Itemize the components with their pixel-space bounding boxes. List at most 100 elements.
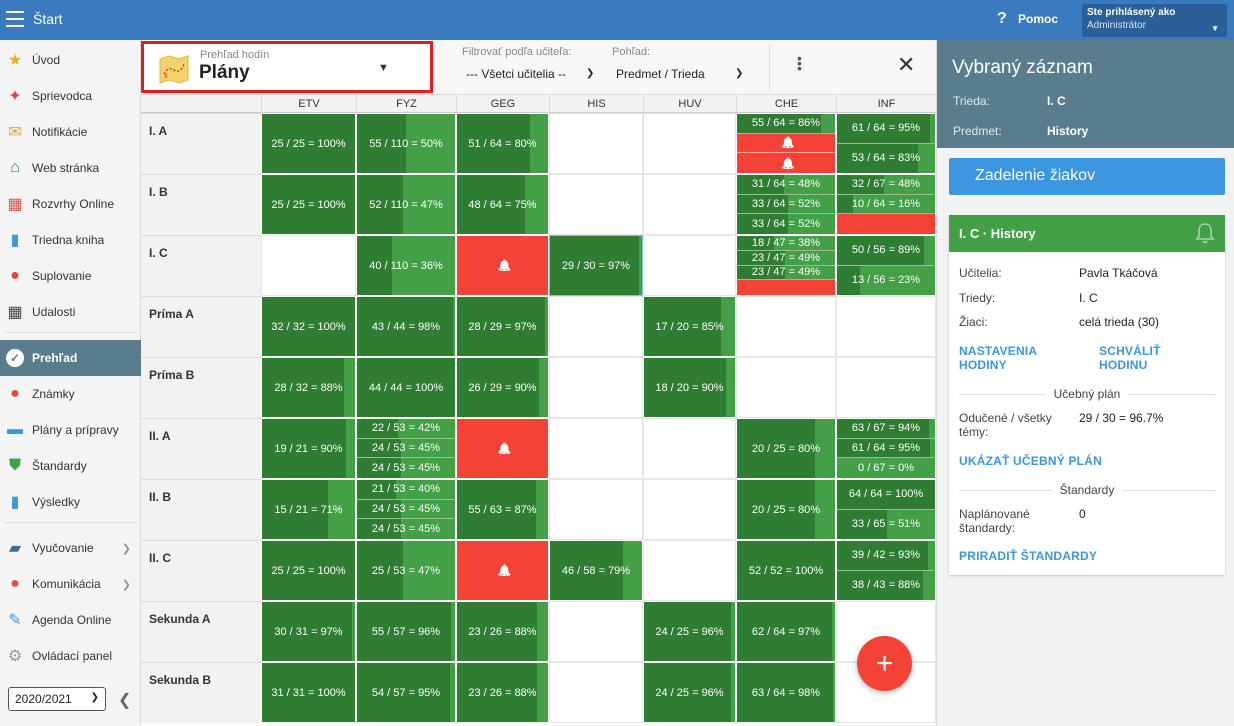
show-plan-link[interactable]: UKÁZAŤ UČEBNÝ PLÁN — [959, 454, 1102, 468]
plan-cell[interactable]: 22 / 53 = 42% 24 / 53 = 45% 24 / 53 = 45% — [356, 418, 456, 479]
plan-bar[interactable]: 33 / 65 = 51% — [837, 509, 935, 539]
plan-cell[interactable]: 32 / 32 = 100% — [261, 296, 356, 357]
plan-cell[interactable]: 55 / 57 = 96% — [356, 601, 456, 662]
plan-bar[interactable]: 31 / 64 = 48% — [737, 175, 835, 195]
app-title[interactable]: Štart — [33, 11, 63, 27]
row-header[interactable]: I. A — [141, 113, 261, 174]
plan-cell[interactable] — [549, 113, 643, 174]
plan-cell[interactable]: 18 / 47 = 38% 23 / 47 = 49% 23 / 47 = 49% — [736, 235, 836, 296]
plan-bar[interactable]: 48 / 64 = 75% — [457, 175, 548, 234]
plan-bar[interactable]: 55 / 64 = 86% — [737, 114, 835, 134]
row-header[interactable]: I. B — [141, 174, 261, 235]
plan-cell[interactable]: 50 / 56 = 89% 13 / 56 = 23% — [836, 235, 936, 296]
plan-cell[interactable]: 🔔 — [456, 418, 549, 479]
plan-bar[interactable]: 25 / 25 = 100% — [262, 114, 355, 173]
plan-bar[interactable]: 43 / 44 = 98% — [357, 297, 455, 356]
row-header[interactable]: II. A — [141, 418, 261, 479]
plan-bar[interactable]: 32 / 67 = 48% — [837, 175, 935, 195]
plan-cell[interactable]: 55 / 63 = 87% — [456, 479, 549, 540]
column-header-huv[interactable]: HUV — [643, 95, 736, 113]
assign-standards-link[interactable]: PRIRADIŤ ŠTANDARDY — [959, 549, 1098, 563]
plan-cell[interactable]: 30 / 31 = 97% — [261, 601, 356, 662]
plan-bar[interactable]: 23 / 26 = 88% — [457, 602, 548, 661]
sidebar-item-sprievodca[interactable]: ✦ Sprievodca — [0, 78, 141, 114]
plan-bar[interactable]: 19 / 21 = 90% — [262, 419, 355, 478]
plan-bar[interactable]: 51 / 64 = 80% — [457, 114, 548, 173]
assign-students-button[interactable]: Zadelenie žiakov — [949, 158, 1225, 195]
sidebar-item-úvod[interactable]: ★ Úvod — [0, 42, 141, 78]
plan-cell[interactable] — [549, 418, 643, 479]
plan-cell[interactable]: 63 / 67 = 94% 61 / 64 = 95% 0 / 67 = 0% — [836, 418, 936, 479]
plan-cell[interactable]: 24 / 25 = 96% — [643, 601, 736, 662]
column-header-his[interactable]: HIS — [549, 95, 643, 113]
column-header-etv[interactable]: ETV — [261, 95, 356, 113]
plan-bar-empty[interactable]: 🔔 — [737, 153, 835, 173]
plan-bar[interactable]: 33 / 64 = 52% — [737, 214, 835, 234]
plan-bar[interactable]: 28 / 29 = 97% — [457, 297, 548, 356]
plan-bar[interactable]: 50 / 56 = 89% — [837, 236, 935, 266]
plan-cell[interactable]: 32 / 67 = 48% 10 / 64 = 16% — [836, 174, 936, 235]
plan-bar[interactable]: 26 / 29 = 90% — [457, 358, 548, 417]
column-header-inf[interactable]: INF — [836, 95, 936, 113]
plan-bar[interactable]: 20 / 25 = 80% — [737, 419, 835, 478]
plan-bar[interactable]: 29 / 30 = 97% — [550, 236, 642, 295]
sidebar-item-udalosti[interactable]: ▦ Udalosti — [0, 294, 141, 330]
plan-cell[interactable]: 48 / 64 = 75% — [456, 174, 549, 235]
plan-cell[interactable]: 24 / 25 = 96% — [643, 662, 736, 723]
plan-bar[interactable]: 10 / 64 = 16% — [837, 194, 935, 215]
plan-bar[interactable]: 17 / 20 = 85% — [644, 297, 735, 356]
chevron-down-icon[interactable]: ❯ — [735, 68, 744, 79]
plan-cell[interactable]: 44 / 44 = 100% — [356, 357, 456, 418]
plan-cell[interactable] — [643, 113, 736, 174]
plan-cell[interactable]: 23 / 26 = 88% — [456, 601, 549, 662]
collapse-sidebar-icon[interactable]: ❮ — [118, 692, 132, 709]
plan-bar[interactable]: 25 / 53 = 47% — [357, 541, 455, 600]
chevron-down-icon[interactable]: ❯ — [586, 68, 595, 79]
plan-cell[interactable]: 21 / 53 = 40% 24 / 53 = 45% 24 / 53 = 45% — [356, 479, 456, 540]
plan-cell[interactable]: 19 / 21 = 90% — [261, 418, 356, 479]
plan-cell[interactable]: 25 / 25 = 100% — [261, 540, 356, 601]
plan-bar-empty[interactable]: 🔔 — [457, 236, 548, 295]
plan-cell[interactable]: 29 / 30 = 97% — [549, 235, 643, 296]
plan-cell[interactable]: 51 / 64 = 80% — [456, 113, 549, 174]
plan-bar[interactable]: 24 / 25 = 96% — [644, 663, 735, 722]
plan-cell[interactable] — [549, 174, 643, 235]
plan-cell[interactable] — [836, 296, 936, 357]
help-link[interactable]: Pomoc — [1018, 12, 1059, 26]
plan-cell[interactable] — [643, 235, 736, 296]
plan-bar[interactable]: 55 / 57 = 96% — [357, 602, 455, 661]
plan-bar-empty[interactable] — [737, 280, 835, 295]
plan-bar[interactable]: 38 / 43 = 88% — [837, 570, 935, 600]
sidebar-item-rozvrhy-online[interactable]: ▦ Rozvrhy Online — [0, 186, 141, 222]
plan-bar[interactable]: 24 / 53 = 45% — [357, 438, 455, 459]
plan-cell[interactable] — [549, 662, 643, 723]
plan-cell[interactable]: 63 / 64 = 98% — [736, 662, 836, 723]
plan-bar[interactable]: 46 / 58 = 79% — [550, 541, 642, 600]
plan-cell[interactable] — [549, 601, 643, 662]
plan-cell[interactable] — [261, 235, 356, 296]
plan-cell[interactable]: 31 / 64 = 48% 33 / 64 = 52% 33 / 64 = 52% — [736, 174, 836, 235]
plan-cell[interactable] — [643, 418, 736, 479]
plan-bar[interactable]: 28 / 32 = 88% — [262, 358, 355, 417]
plan-cell[interactable]: 25 / 25 = 100% — [261, 174, 356, 235]
help-icon[interactable]: ? — [997, 10, 1007, 27]
plan-cell[interactable]: 54 / 57 = 95% — [356, 662, 456, 723]
sidebar-item-výsledky[interactable]: ▮ Výsledky — [0, 484, 141, 520]
plan-bar[interactable]: 64 / 64 = 100% — [837, 480, 935, 510]
row-header[interactable]: II. B — [141, 479, 261, 540]
plan-cell[interactable]: 61 / 64 = 95% 53 / 64 = 83% — [836, 113, 936, 174]
plan-cell[interactable]: 31 / 31 = 100% — [261, 662, 356, 723]
column-header-geg[interactable]: GEG — [456, 95, 549, 113]
view-selector[interactable]: x Prehľad hodín Plány ▼ — [141, 41, 433, 93]
plan-cell[interactable]: 28 / 29 = 97% — [456, 296, 549, 357]
plan-cell[interactable]: 15 / 21 = 71% — [261, 479, 356, 540]
plan-bar[interactable]: 33 / 64 = 52% — [737, 194, 835, 215]
plan-bar[interactable]: 22 / 53 = 42% — [357, 419, 455, 439]
plan-bar[interactable]: 63 / 67 = 94% — [837, 419, 935, 439]
more-options-icon[interactable]: • • • — [797, 50, 802, 76]
plan-cell[interactable]: 26 / 29 = 90% — [456, 357, 549, 418]
plan-bar[interactable]: 24 / 53 = 45% — [357, 519, 455, 539]
column-header-che[interactable]: CHE — [736, 95, 836, 113]
plan-cell[interactable]: 64 / 64 = 100% 33 / 65 = 51% — [836, 479, 936, 540]
plan-bar[interactable]: 44 / 44 = 100% — [357, 358, 455, 417]
